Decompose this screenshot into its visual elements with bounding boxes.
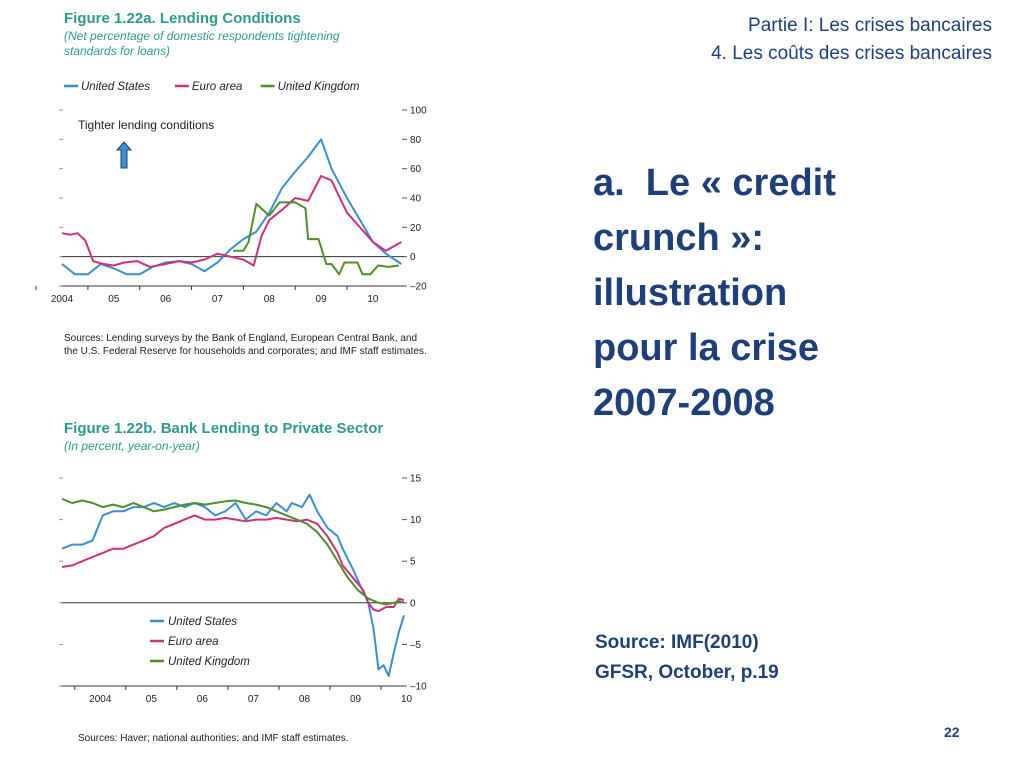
- series-line-united-states: [61, 138, 402, 276]
- annotation-tighter-lending: Tighter lending conditions: [78, 118, 214, 132]
- figure-b-sources: Sources: Haver; national authorities; an…: [78, 733, 349, 744]
- figure-b-title: Figure 1.22b. Bank Lending to Private Se…: [64, 420, 384, 437]
- series-line-euro-area: [61, 175, 402, 268]
- x-tick-label: 09: [350, 694, 362, 705]
- chart-lending-conditions: 100 80 60 40 20 0 –20 2004 05 06 07 08 09 10 United St…: [35, 81, 427, 305]
- chart-bank-lending: 15 10 5 0 –5 –10 2004 05 06 07 08 09 10 United States…: [59, 474, 427, 705]
- y-tick-label: 10: [410, 515, 422, 526]
- figure-b-subtitle: (In percent, year-on-year): [64, 439, 200, 453]
- slide-title: a. Le « credit crunch »: illustration po…: [593, 156, 933, 431]
- y-tick-label: 60: [410, 164, 422, 175]
- x-tick-label: 2004: [89, 694, 112, 705]
- x-tick-label: 05: [146, 694, 158, 705]
- y-tick-label: 80: [410, 135, 422, 146]
- title-line: 2007-2008: [593, 382, 775, 424]
- legend-label: United Kingdom: [168, 656, 250, 668]
- x-tick-label: 06: [197, 694, 209, 705]
- series-line-united-states: [61, 493, 405, 677]
- x-tick-label: 10: [367, 294, 379, 305]
- legend-label: Euro area: [168, 636, 219, 648]
- y-tick-label: 0: [410, 598, 416, 609]
- page-number: 22: [944, 724, 960, 740]
- legend-label: United States: [168, 616, 237, 628]
- figure-a-title: Figure 1.22a. Lending Conditions: [64, 10, 301, 27]
- x-tick-label: 08: [299, 694, 311, 705]
- series-line-euro-area: [61, 514, 405, 613]
- x-tick-label: 05: [108, 294, 120, 305]
- figure-a-subtitle: (Net percentage of domestic respondents …: [64, 29, 340, 58]
- source-line: Source: IMF(2010): [595, 632, 759, 653]
- legend-label: United Kingdom: [278, 81, 360, 93]
- header-line-2: 4. Les coûts des crises bancaires: [711, 43, 992, 64]
- y-tick-label: –10: [410, 682, 427, 693]
- x-tick-label: 07: [248, 694, 260, 705]
- slide-header: Partie I: Les crises bancaires 4. Les co…: [711, 12, 992, 68]
- up-arrow-icon: [115, 141, 133, 169]
- source-line: GFSR, October, p.19: [595, 662, 779, 683]
- header-line-1: Partie I: Les crises bancaires: [748, 15, 992, 36]
- x-tick-label: 07: [212, 294, 224, 305]
- x-tick-label: 06: [160, 294, 172, 305]
- title-line: illustration: [593, 272, 788, 314]
- slide-source: Source: IMF(2010) GFSR, October, p.19: [595, 628, 779, 688]
- y-tick-label: 20: [410, 223, 422, 234]
- x-tick-label: 08: [264, 294, 276, 305]
- y-tick-label: 15: [410, 474, 422, 485]
- x-tick-label: 09: [316, 294, 328, 305]
- legend-label: United States: [81, 81, 150, 93]
- legend-label: Euro area: [192, 81, 243, 93]
- title-line: crunch »:: [593, 217, 765, 259]
- x-tick-label: 2004: [51, 294, 74, 305]
- series-line-united-kingdom: [233, 201, 399, 276]
- y-tick-label: 5: [410, 557, 416, 568]
- y-tick-label: 100: [410, 106, 427, 117]
- title-line: a. Le « credit: [593, 162, 836, 204]
- y-tick-label: 40: [410, 194, 422, 205]
- y-tick-label: –20: [410, 282, 427, 293]
- y-tick-label: 0: [410, 252, 416, 263]
- x-tick-label: 10: [401, 694, 413, 705]
- title-line: pour la crise: [593, 327, 819, 369]
- y-tick-label: –5: [410, 640, 422, 651]
- figure-a-sources: Sources: Lending surveys by the Bank of …: [64, 333, 427, 357]
- series-line-united-kingdom: [61, 497, 405, 606]
